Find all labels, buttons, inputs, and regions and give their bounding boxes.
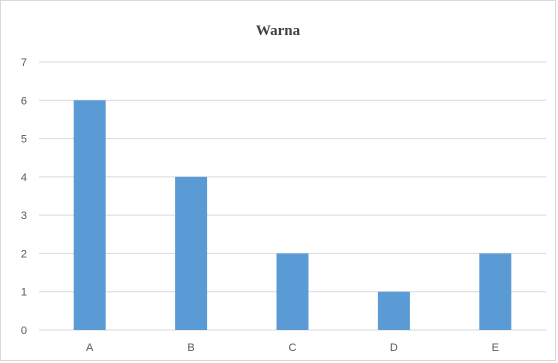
bar-B bbox=[175, 176, 208, 330]
y-tick-label: 4 bbox=[21, 172, 27, 184]
y-axis-tick-labels: 0 1 2 3 4 5 6 7 bbox=[21, 57, 27, 337]
bar-C bbox=[276, 253, 309, 330]
bars bbox=[73, 100, 512, 331]
bar-E bbox=[479, 253, 512, 330]
y-tick-label: 6 bbox=[21, 95, 27, 107]
x-tick-label: E bbox=[492, 342, 499, 354]
x-tick-label: A bbox=[86, 342, 94, 354]
x-tick-label: B bbox=[187, 342, 194, 354]
bar-A bbox=[73, 100, 106, 331]
y-tick-label: 5 bbox=[21, 134, 27, 146]
x-tick-label: C bbox=[289, 342, 297, 354]
y-tick-label: 1 bbox=[21, 287, 27, 299]
chart-title: Warna bbox=[255, 23, 301, 39]
y-tick-label: 0 bbox=[21, 325, 27, 337]
bar-D bbox=[377, 291, 410, 330]
y-tick-label: 3 bbox=[21, 210, 27, 222]
x-tick-label: D bbox=[390, 342, 398, 354]
y-tick-label: 7 bbox=[21, 57, 27, 69]
y-tick-label: 2 bbox=[21, 248, 27, 260]
x-axis-tick-labels: A B C D E bbox=[86, 342, 499, 354]
